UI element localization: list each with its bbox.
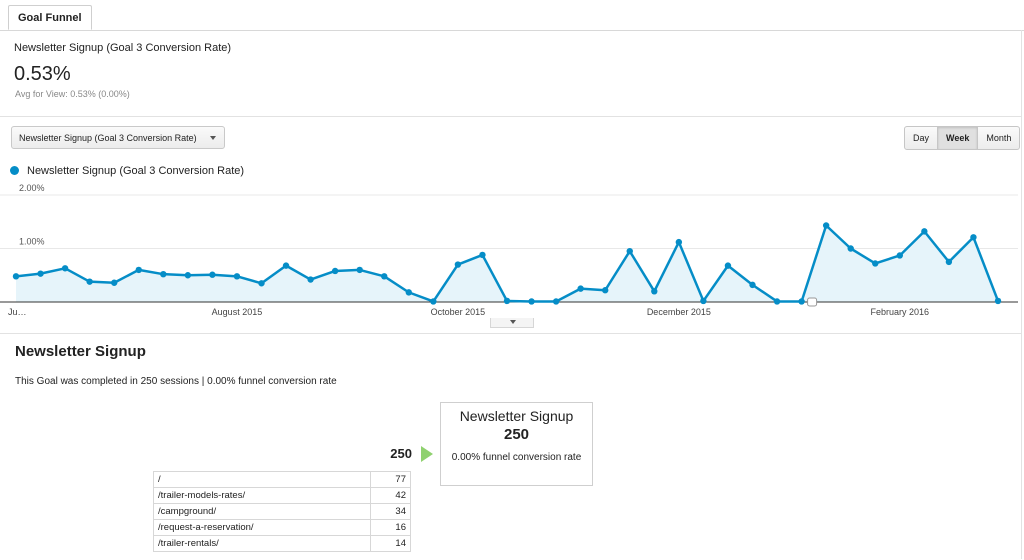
data-point	[872, 260, 879, 267]
tab-goal-funnel[interactable]: Goal Funnel	[8, 5, 92, 30]
metric-value: 0.53%	[14, 63, 71, 85]
data-point	[896, 252, 903, 259]
report-frame	[0, 30, 1022, 559]
data-point	[111, 279, 118, 286]
chart-legend[interactable]: Newsletter Signup (Goal 3 Conversion Rat…	[10, 165, 244, 177]
y-tick-label: 1.00%	[19, 237, 45, 247]
arrow-right-icon	[421, 446, 433, 462]
data-point	[724, 262, 732, 269]
goal-step-count: 250	[503, 426, 530, 443]
data-point	[331, 267, 339, 275]
entry-count-cell: 34	[370, 503, 411, 520]
data-point	[552, 298, 560, 305]
data-point	[86, 278, 93, 285]
week-button[interactable]: Week	[937, 126, 979, 150]
metric-avg: Avg for View: 0.53% (0.00%)	[15, 89, 130, 99]
data-point	[381, 273, 388, 280]
divider	[0, 333, 1021, 334]
data-point	[945, 258, 953, 266]
goal-step-name: Newsletter Signup	[459, 408, 574, 424]
x-tick-label: August 2015	[212, 307, 263, 317]
y-tick-label: 2.00%	[19, 183, 45, 193]
line-chart[interactable]: 1.00% 2.00% Ju… August 2015 October 2015 Dece…	[0, 183, 1024, 318]
data-point	[970, 234, 977, 241]
data-point	[405, 289, 412, 296]
entry-pages-table: / 77 /trailer-models-rates/ 42 /campgrou…	[153, 471, 411, 552]
table-row[interactable]: /trailer-models-rates/ 42	[153, 487, 411, 504]
data-point	[307, 276, 314, 283]
data-point	[822, 222, 830, 229]
funnel-heading: Newsletter Signup	[15, 343, 146, 360]
data-point	[282, 262, 290, 269]
chevron-down-icon	[210, 136, 216, 140]
data-point	[233, 273, 241, 280]
goal-step-rate: 0.00% funnel conversion rate	[451, 452, 582, 463]
metric-select[interactable]: Newsletter Signup (Goal 3 Conversion Rat…	[11, 126, 225, 149]
data-point	[749, 281, 756, 289]
entry-path: /trailer-models-rates/	[153, 487, 371, 504]
data-point	[651, 288, 658, 295]
data-point	[528, 298, 535, 305]
data-point	[479, 251, 486, 259]
x-tick-label: October 2015	[431, 307, 486, 317]
data-point	[37, 270, 44, 277]
data-point	[430, 298, 437, 305]
table-row[interactable]: /campground/ 34	[153, 503, 411, 520]
data-point	[577, 285, 584, 292]
metric-select-value: Newsletter Signup (Goal 3 Conversion Rat…	[19, 133, 197, 143]
data-point	[135, 266, 142, 274]
annotation-icon	[807, 297, 818, 307]
granularity-toggle: Day Week Month	[904, 126, 1021, 150]
x-tick-label: December 2015	[647, 307, 711, 317]
data-point	[675, 238, 683, 246]
divider	[0, 116, 1021, 117]
data-point	[209, 271, 216, 278]
legend-dot-icon	[10, 166, 19, 175]
data-point	[798, 298, 805, 305]
entry-path: /request-a-reservation/	[153, 519, 371, 536]
entry-count-cell: 77	[370, 471, 411, 488]
month-button[interactable]: Month	[977, 126, 1021, 150]
day-button[interactable]: Day	[904, 126, 939, 150]
data-point	[160, 270, 167, 278]
series-area	[16, 225, 998, 302]
data-point	[503, 297, 511, 305]
data-point	[356, 266, 363, 274]
metric-label: Newsletter Signup (Goal 3 Conversion Rat…	[14, 42, 232, 54]
x-tick-label: Ju…	[8, 307, 27, 317]
data-point	[12, 273, 20, 280]
entry-path: /trailer-rentals/	[153, 535, 371, 552]
data-point	[921, 228, 928, 235]
chart-expand-button[interactable]	[490, 318, 534, 328]
data-point	[700, 297, 707, 305]
tab-bar: Goal Funnel	[0, 0, 1024, 31]
legend-label: Newsletter Signup (Goal 3 Conversion Rat…	[27, 165, 245, 177]
chevron-down-icon	[510, 320, 516, 324]
entry-path: /campground/	[153, 503, 371, 520]
data-point	[454, 261, 462, 268]
data-point	[258, 280, 265, 287]
data-point	[773, 298, 781, 305]
table-row[interactable]: /trailer-rentals/ 14	[153, 535, 411, 552]
data-point	[602, 287, 609, 294]
data-point	[626, 247, 633, 255]
data-point	[994, 297, 1002, 305]
data-point	[184, 272, 192, 279]
entry-count: 250	[390, 446, 412, 461]
entry-count-cell: 16	[370, 519, 411, 536]
funnel-summary: This Goal was completed in 250 sessions …	[15, 376, 337, 387]
entry-count-cell: 42	[370, 487, 411, 504]
goal-step-box: Newsletter Signup 250 0.00% funnel conve…	[440, 402, 593, 486]
table-row[interactable]: / 77	[153, 471, 411, 488]
table-row[interactable]: /request-a-reservation/ 16	[153, 519, 411, 536]
entry-count-cell: 14	[370, 535, 411, 552]
entry-path: /	[153, 471, 371, 488]
data-point	[61, 265, 69, 272]
x-tick-label: February 2016	[871, 307, 930, 317]
data-point	[847, 245, 854, 252]
